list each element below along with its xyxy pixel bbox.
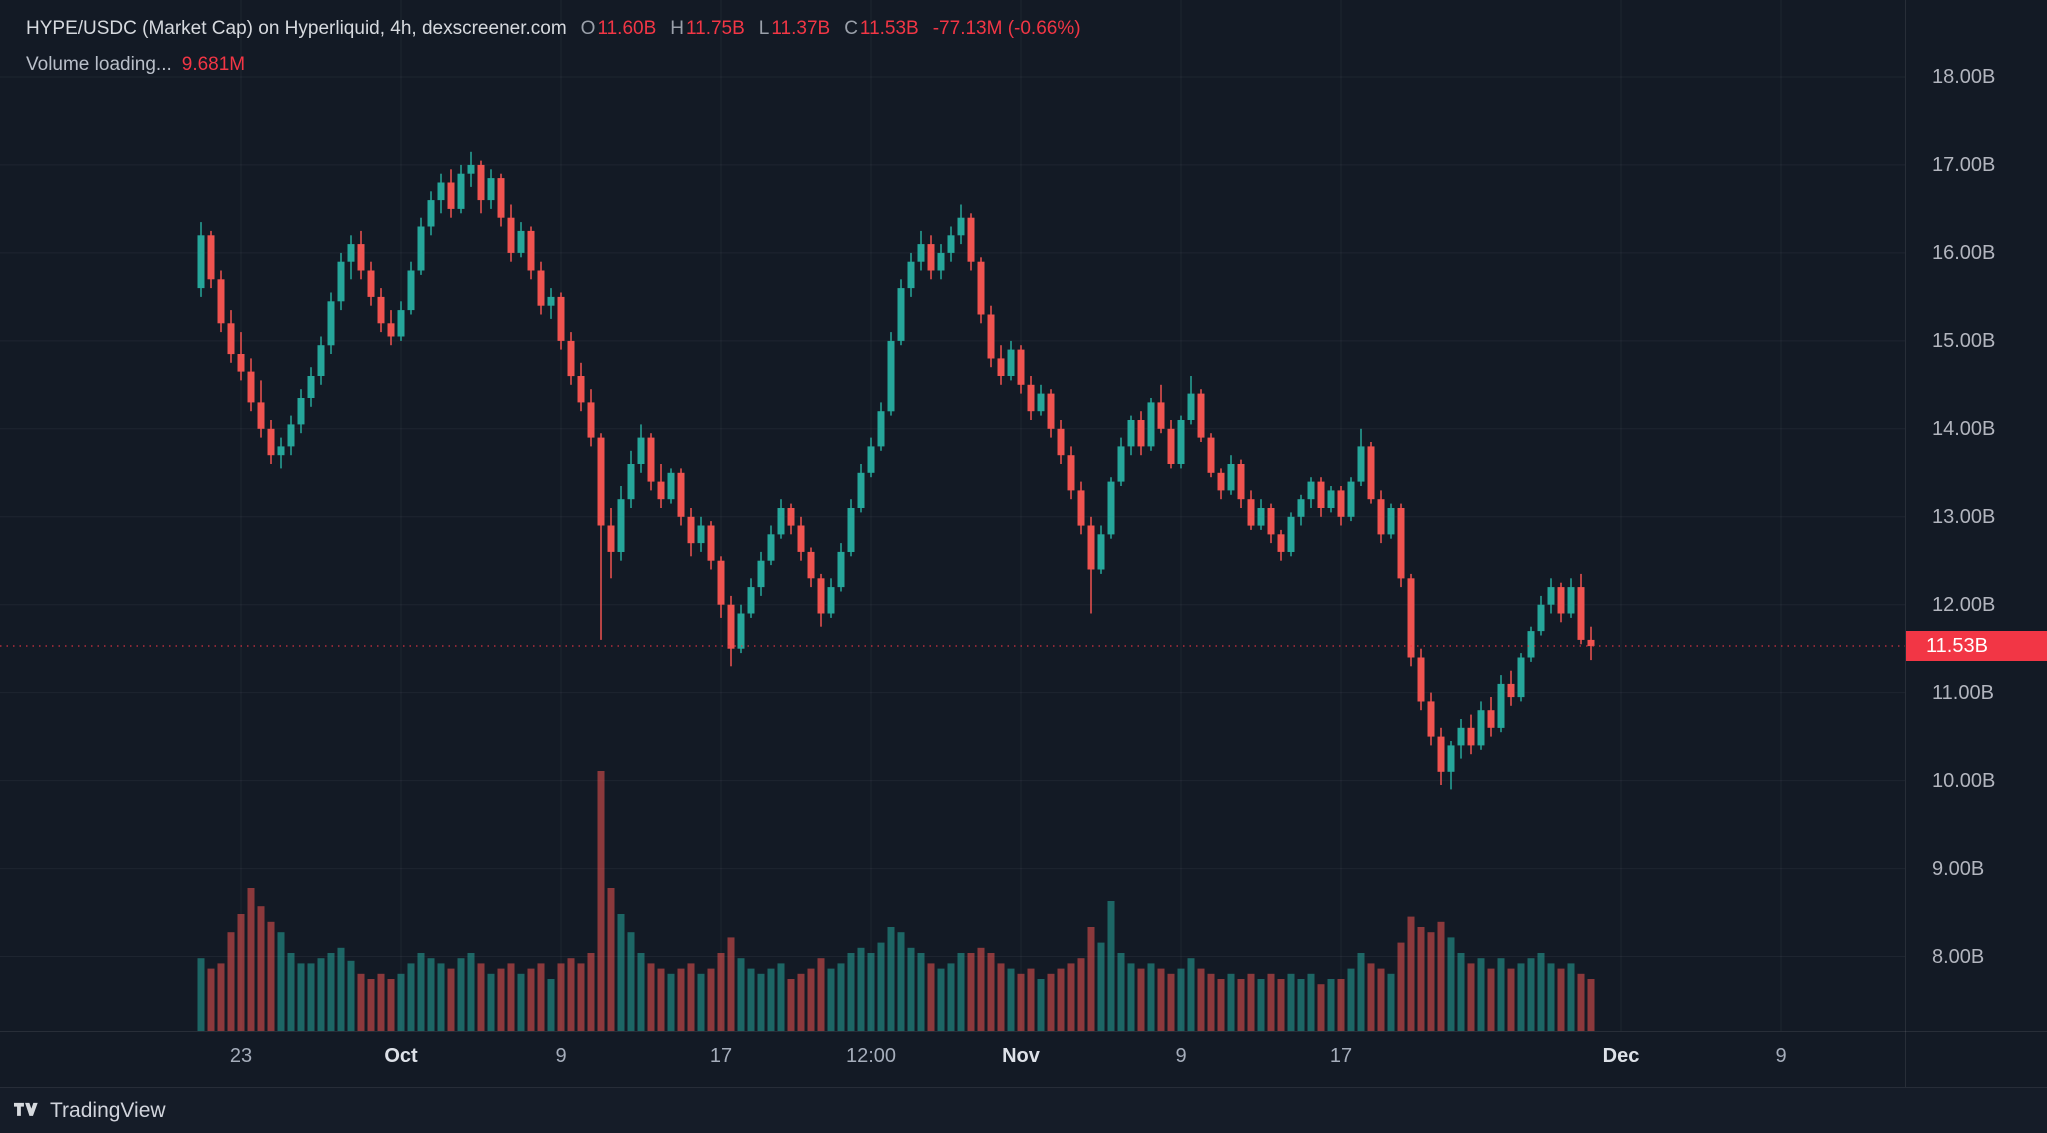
ohlc-low: L 11.37B	[759, 16, 830, 42]
time-axis-label: 9	[1175, 1045, 1187, 1067]
grid-lines	[0, 0, 1905, 1031]
footer-bar: TradingView	[0, 1087, 2047, 1133]
ohlc-close: C 11.53B	[844, 16, 919, 42]
candlestick-series	[197, 151, 1595, 790]
tradingview-logo-icon[interactable]	[14, 1102, 40, 1119]
close-value: 11.53B	[859, 18, 919, 39]
price-axis-label: 12.00B	[1932, 593, 1996, 616]
price-change: -77.13M (-0.66%)	[932, 18, 1081, 39]
time-axis-label: 9	[555, 1045, 567, 1067]
price-axis-label: 14.00B	[1932, 417, 1996, 440]
price-axis-label: 15.00B	[1932, 329, 1996, 352]
price-axis[interactable]: 18.00B 17.00B 16.00B 15.00B 14.00B 13.00B 12.0…	[1906, 0, 2047, 1031]
current-price-label: 11.53B	[1926, 635, 1988, 658]
volume-value: 9.681M	[181, 54, 246, 75]
open-value: 11.60B	[597, 18, 657, 39]
symbol-info-row: HYPE/USDC (Market Cap) on Hyperliquid, 4…	[26, 16, 1081, 42]
low-value: 11.37B	[771, 18, 831, 39]
brand-text[interactable]: TradingView	[50, 1098, 166, 1122]
high-letter: H	[670, 18, 684, 39]
chart-legend: HYPE/USDC (Market Cap) on Hyperliquid, 4…	[26, 16, 1081, 78]
time-axis[interactable]: 23 Oct 9 17 12:00 Nov 9 17 Dec 9	[0, 1032, 2047, 1086]
time-axis-label: 12:00	[845, 1045, 897, 1067]
time-axis-label: Nov	[1002, 1045, 1040, 1067]
time-axis-label: Dec	[1602, 1045, 1640, 1067]
price-axis-label: 8.00B	[1932, 945, 1985, 968]
price-axis-label: 18.00B	[1932, 66, 1996, 88]
time-axis-label: 23	[229, 1045, 253, 1067]
volume-label: Volume loading...	[26, 54, 172, 75]
close-letter: C	[844, 18, 858, 39]
time-axis-label: 17	[709, 1045, 733, 1067]
price-axis-label: 11.00B	[1932, 681, 1994, 704]
price-axis-label: 17.00B	[1932, 153, 1996, 176]
ohlc-high: H 11.75B	[670, 16, 745, 42]
volume-series	[197, 771, 1595, 1031]
open-letter: O	[580, 18, 596, 39]
low-letter: L	[758, 18, 770, 39]
price-axis-label: 10.00B	[1932, 769, 1996, 792]
high-value: 11.75B	[685, 18, 745, 39]
time-axis-label: 9	[1775, 1045, 1787, 1067]
chart-canvas[interactable]	[0, 0, 2047, 1087]
volume-row: Volume loading... 9.681M	[26, 52, 1081, 78]
current-price-tag: 11.53B	[1906, 631, 2047, 662]
price-axis-label: 9.00B	[1932, 857, 1985, 880]
time-axis-label: 17	[1329, 1045, 1353, 1067]
time-axis-label: Oct	[384, 1045, 418, 1067]
symbol-title: HYPE/USDC (Market Cap) on Hyperliquid, 4…	[26, 18, 567, 39]
ohlc-open: O 11.60B	[581, 16, 657, 42]
price-axis-label: 16.00B	[1932, 241, 1996, 264]
price-axis-label: 13.00B	[1932, 505, 1996, 528]
